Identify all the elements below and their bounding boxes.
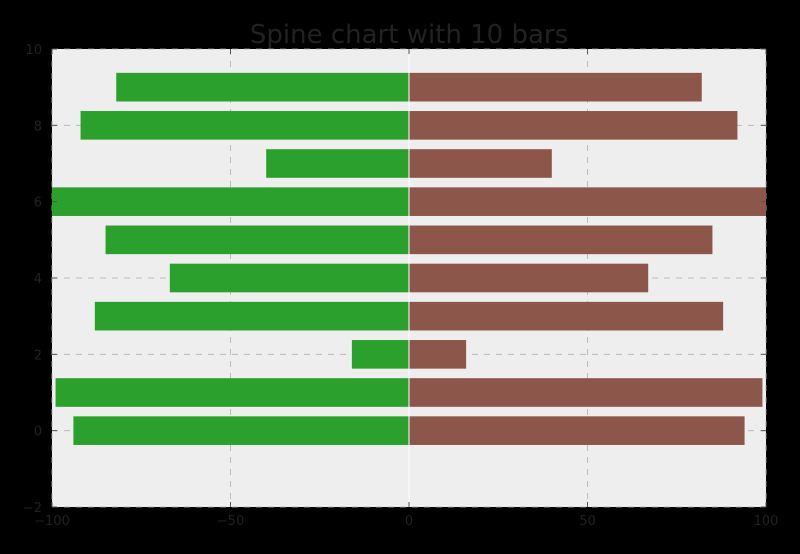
y-tick-label-4: 6	[34, 196, 42, 211]
x-tick-label-1: −50	[217, 514, 244, 529]
y-tick-label-3: 4	[34, 272, 42, 287]
y-tick-label-6: 10	[25, 43, 42, 58]
bar-left-2	[351, 340, 409, 369]
bar-right-7	[409, 149, 552, 178]
x-tick-label-2: 0	[405, 514, 413, 529]
bar-right-5	[409, 225, 713, 255]
y-tick-label-2: 2	[34, 348, 42, 363]
y-tick-label-5: 8	[34, 119, 42, 134]
bar-right-4	[409, 263, 649, 293]
bar-left-5	[105, 225, 410, 255]
bar-left-4	[169, 263, 409, 293]
bar-right-0	[409, 416, 745, 445]
bar-left-3	[94, 301, 409, 331]
x-tick-label-4: 100	[754, 514, 779, 529]
x-tick-label-3: 50	[579, 514, 596, 529]
bar-right-1	[409, 378, 763, 407]
y-axis-ticks: −2 0 2 4 6 8 10	[23, 43, 766, 516]
y-tick-label-0: −2	[23, 501, 42, 516]
bar-left-7	[266, 149, 409, 178]
bars	[52, 72, 766, 445]
chart-title: Spine chart with 10 bars	[250, 20, 568, 50]
bar-left-8	[80, 111, 409, 140]
bar-left-9	[116, 72, 409, 102]
bar-right-9	[409, 72, 702, 102]
bar-left-6	[52, 187, 409, 216]
bar-right-8	[409, 111, 738, 140]
y-tick-label-1: 0	[34, 425, 42, 440]
bar-right-3	[409, 301, 724, 331]
bar-left-0	[73, 416, 410, 445]
x-tick-label-0: −100	[34, 514, 70, 529]
bar-right-6	[409, 187, 766, 216]
x-axis-ticks: −100 −50 0 50 100	[34, 49, 778, 529]
bar-left-1	[55, 378, 409, 407]
bar-right-2	[409, 340, 467, 369]
